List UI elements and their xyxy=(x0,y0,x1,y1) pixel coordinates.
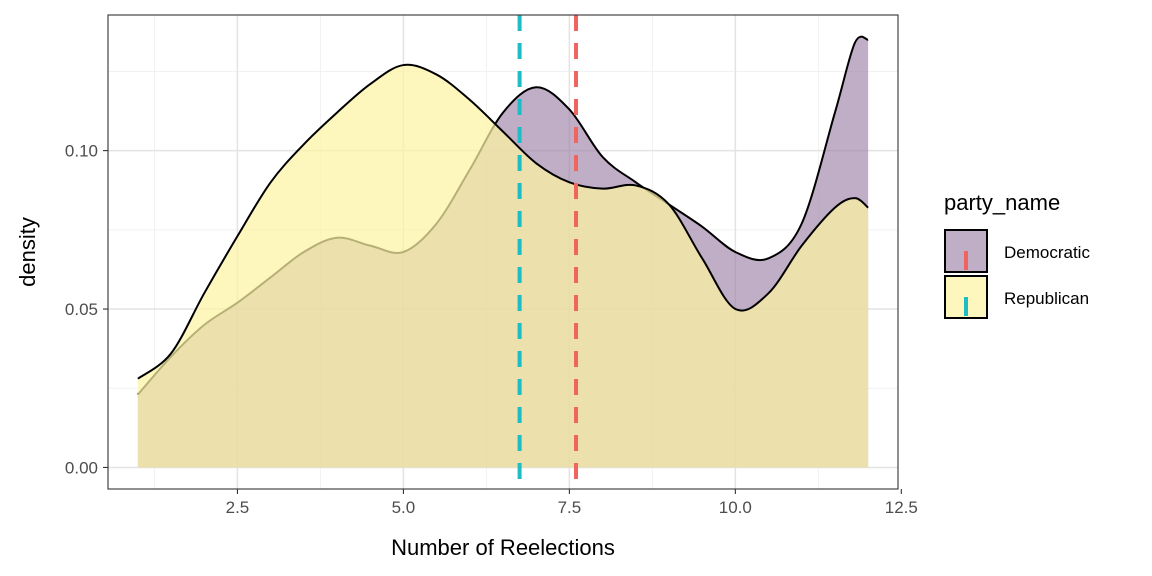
legend-label-republican: Republican xyxy=(1004,289,1089,308)
y-tick-label: 0.00 xyxy=(65,458,98,477)
legend: party_name Democratic Republican xyxy=(944,190,1090,319)
x-tick-label: 7.5 xyxy=(558,498,582,517)
x-tick-label: 5.0 xyxy=(392,498,416,517)
x-tick-label: 2.5 xyxy=(226,498,250,517)
axes: 2.5 5.0 7.5 10.0 12.5 0.00 0.05 0.10 xyxy=(65,142,918,517)
legend-title: party_name xyxy=(944,190,1060,215)
density-areas xyxy=(137,35,869,468)
x-tick-label: 12.5 xyxy=(885,498,918,517)
y-tick-label: 0.05 xyxy=(65,300,98,319)
density-area-republican xyxy=(137,64,869,468)
y-axis-title: density xyxy=(15,217,40,287)
legend-item-republican: Republican xyxy=(944,275,1089,319)
legend-label-democratic: Democratic xyxy=(1004,243,1090,262)
plot-panel-border xyxy=(107,14,899,490)
legend-item-democratic: Democratic xyxy=(944,229,1090,273)
x-tick-label: 10.0 xyxy=(719,498,752,517)
density-curve-republican xyxy=(137,63,869,380)
x-axis-title: Number of Reelections xyxy=(391,535,615,560)
y-tick-label: 0.10 xyxy=(65,142,98,161)
mean-lines xyxy=(517,15,579,489)
